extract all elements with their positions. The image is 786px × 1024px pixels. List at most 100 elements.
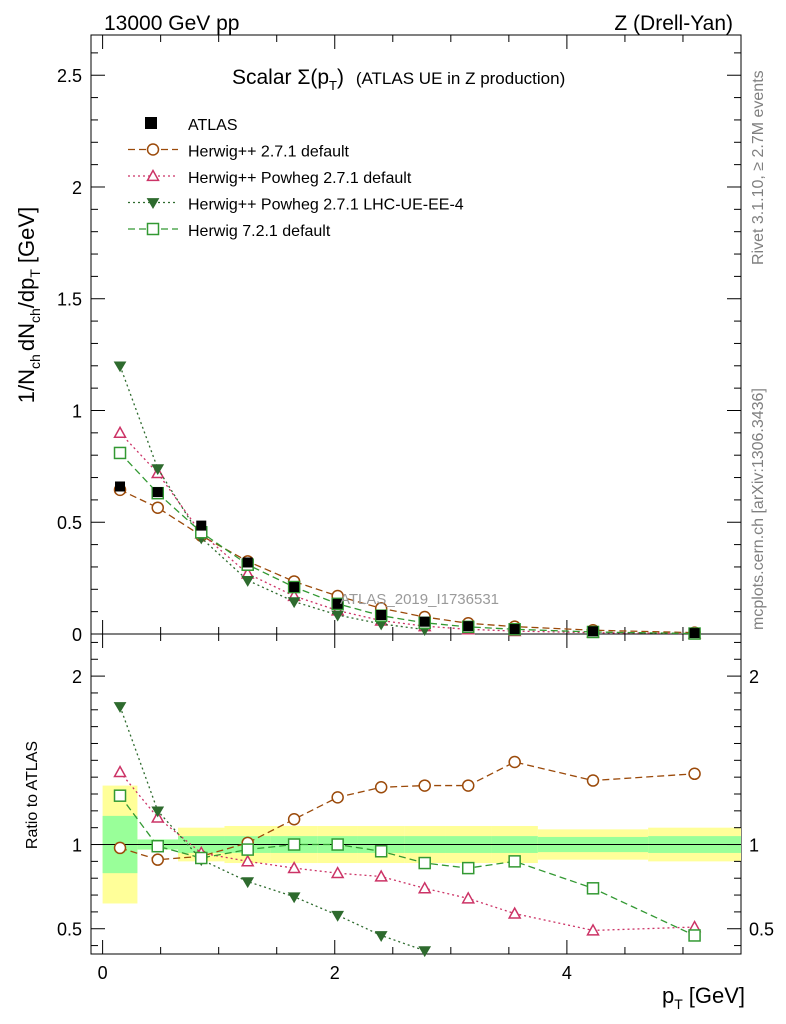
x-label-unit: [GeV] bbox=[689, 983, 745, 1008]
legend-marker-4 bbox=[146, 222, 160, 236]
ratio-series-group bbox=[113, 702, 702, 958]
ratio-y-tick-label: 1 bbox=[72, 836, 82, 856]
atlas-data-point bbox=[376, 610, 387, 621]
y-label-dp: /dp bbox=[14, 278, 39, 309]
x-label-t: T bbox=[674, 996, 683, 1012]
y-label-part1: 1/N bbox=[14, 369, 39, 403]
ratio-y-axis-label: Ratio to ATLAS bbox=[24, 741, 41, 849]
header-right: Z (Drell-Yan) bbox=[614, 12, 733, 35]
ratio-uncertainty-bands bbox=[91, 785, 741, 904]
series-1-ratio-point bbox=[688, 767, 701, 781]
y-label-unit: [GeV] bbox=[14, 207, 39, 263]
atlas-data-point bbox=[419, 616, 430, 627]
series-1-ratio-point bbox=[113, 841, 127, 855]
series-3-ratio-point bbox=[374, 931, 388, 942]
series-4-ratio-point bbox=[331, 838, 344, 851]
series-2-ratio-point bbox=[240, 854, 255, 867]
series-2-ratio-point bbox=[287, 861, 301, 874]
series-2-main-line bbox=[119, 432, 695, 635]
x-tick-label: 2 bbox=[330, 963, 340, 983]
chart-title-main: Scalar Σ(p bbox=[232, 66, 329, 89]
legend-marker-3 bbox=[146, 198, 160, 209]
series-4-main-point bbox=[113, 446, 127, 460]
series-2-ratio-point bbox=[461, 891, 476, 904]
legend-label-4: Herwig 7.2.1 default bbox=[188, 223, 331, 240]
series-4-ratio-point bbox=[418, 856, 431, 870]
series-4-ratio-point bbox=[241, 843, 254, 856]
series-3-ratio-point bbox=[151, 806, 165, 818]
y-axis-label: 1/NchdNch/dpT[GeV] bbox=[14, 207, 43, 403]
series-1-ratio-line bbox=[119, 761, 695, 861]
series-4-ratio-line bbox=[119, 795, 695, 937]
series-1-ratio-point bbox=[418, 779, 431, 792]
series-3-main-point bbox=[331, 610, 345, 622]
legend-marker-1 bbox=[146, 143, 160, 156]
mcplots-label: mcplots.cern.ch [arXiv:1306.3436] bbox=[750, 388, 767, 630]
series-3-ratio-point bbox=[113, 702, 127, 713]
series-1-ratio-point bbox=[586, 774, 600, 787]
series-2-ratio-point bbox=[507, 906, 522, 919]
series-2-ratio-point bbox=[374, 869, 388, 882]
series-1-ratio-point bbox=[461, 779, 475, 792]
series-1-ratio-point bbox=[287, 813, 301, 826]
series-4-ratio-point bbox=[113, 789, 127, 802]
axes: 0 0.5 1 1.5 2 2.5 0.5 0.5 1 1 2 2 0 2 4 bbox=[57, 35, 774, 983]
series-3-main-line bbox=[119, 365, 425, 631]
series-4-ratio-point bbox=[195, 851, 208, 865]
series-3-ratio-point bbox=[241, 877, 255, 889]
analysis-watermark: ATLAS_2019_I1736531 bbox=[340, 591, 499, 608]
atlas-data-point bbox=[152, 487, 163, 498]
series-2-ratio-point bbox=[417, 881, 432, 894]
series-2-ratio-point bbox=[586, 923, 600, 936]
legend-label-3: Herwig++ Powheg 2.7.1 LHC-UE-EE-4 bbox=[188, 197, 464, 214]
series-1-ratio-point bbox=[151, 853, 164, 866]
main-y-tick-label: 1 bbox=[72, 401, 82, 421]
x-tick-label: 4 bbox=[562, 963, 572, 983]
atlas-data-point bbox=[196, 520, 207, 531]
y-label-ch2: ch bbox=[27, 308, 43, 323]
x-tick-label: 0 bbox=[98, 963, 108, 983]
series-1-main-point bbox=[151, 501, 164, 514]
series-1-ratio-point bbox=[374, 781, 388, 794]
x-label-p: p bbox=[662, 983, 674, 1008]
series-4-ratio-point bbox=[508, 855, 521, 868]
main-y-tick-label: 2 bbox=[72, 178, 82, 198]
series-3-main-point bbox=[151, 464, 165, 476]
series-2-ratio-point bbox=[330, 866, 345, 879]
main-series-group bbox=[113, 361, 702, 640]
legend-label-2: Herwig++ Powheg 2.7.1 default bbox=[188, 170, 412, 187]
series-4-ratio-point bbox=[461, 861, 475, 875]
ratio-y-tick-label: 0.5 bbox=[57, 920, 82, 940]
series-3-main-point bbox=[113, 361, 127, 373]
ratio-y-tick-label-right: 0.5 bbox=[749, 920, 774, 940]
legend: ATLAS Herwig++ 2.7.1 default Herwig++ Powh… bbox=[128, 117, 464, 240]
ratio-panel-frame bbox=[90, 633, 742, 955]
series-3-main-point bbox=[241, 576, 255, 587]
rivet-label: Rivet 3.1.10, ≥ 2.7M events bbox=[750, 70, 767, 265]
chart-title-sub: T bbox=[329, 78, 337, 93]
ratio-y-tick-label-right: 1 bbox=[749, 836, 759, 856]
series-1-main-line bbox=[119, 489, 695, 634]
series-3-main-point bbox=[287, 597, 301, 609]
y-label-dn: dN bbox=[14, 323, 39, 351]
series-4-ratio-point bbox=[151, 839, 164, 853]
legend-label-1: Herwig++ 2.7.1 default bbox=[188, 144, 350, 161]
atlas-data-point bbox=[332, 598, 343, 609]
main-y-tick-label: 0.5 bbox=[57, 513, 82, 533]
series-2-ratio-point bbox=[113, 765, 127, 778]
atlas-data-point bbox=[115, 481, 126, 492]
main-y-tick-label: 1.5 bbox=[57, 290, 82, 310]
atlas-data-point bbox=[289, 582, 300, 593]
y-label-t: T bbox=[27, 269, 43, 278]
series-4-ratio-point bbox=[287, 838, 301, 851]
series-3-ratio-line bbox=[119, 706, 425, 952]
y-label-ch1: ch bbox=[27, 354, 43, 369]
header-left: 13000 GeV pp bbox=[104, 12, 239, 35]
chart-title-close: ) bbox=[337, 66, 344, 89]
series-4-main-line bbox=[119, 452, 695, 635]
series-3-ratio-point bbox=[287, 892, 301, 904]
ratio-y-tick-label-right: 2 bbox=[749, 667, 759, 687]
legend-atlas-label: ATLAS bbox=[188, 117, 238, 134]
series-1-ratio-point bbox=[331, 791, 344, 804]
